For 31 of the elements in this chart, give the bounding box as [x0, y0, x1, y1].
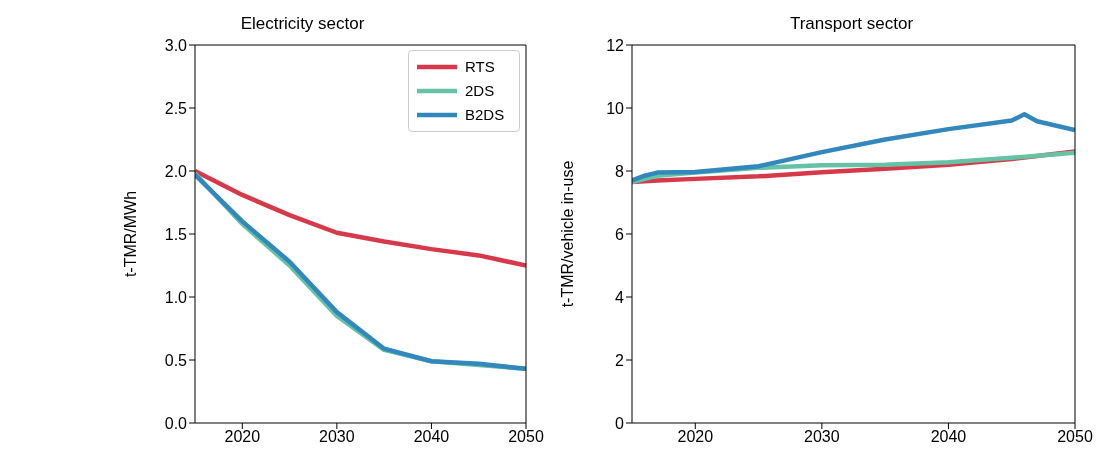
y-tick-label: 10: [606, 99, 625, 117]
legend-label: 2DS: [465, 81, 495, 101]
x-tick-label: 2050: [508, 428, 544, 446]
y-tick-label: 3.0: [164, 36, 188, 54]
y-tick-label: 4: [615, 288, 625, 306]
x-tick-label: 2020: [224, 428, 261, 446]
y-tick-label: 0.0: [164, 414, 188, 432]
x-tick-label: 2030: [804, 428, 840, 446]
x-tick-label: 2050: [1057, 428, 1093, 446]
y-tick-label: 1.0: [164, 288, 188, 306]
y-axis-title: t-TMR/vehicle in-use: [558, 160, 576, 308]
chart-title: Transport sector: [788, 14, 915, 34]
y-axis-title: t-TMR/MWh: [121, 190, 139, 278]
x-tick-label: 2030: [319, 428, 355, 446]
x-tick-label: 2040: [413, 428, 450, 446]
y-tick-label: 2: [615, 351, 625, 369]
line-series: [632, 112, 1075, 183]
chart-title: Electricity sector: [239, 14, 366, 34]
y-tick-label: 12: [606, 36, 625, 54]
y-tick-label: 6: [615, 225, 625, 243]
y-tick-label: 2.0: [164, 162, 188, 180]
y-tick-label: 8: [615, 162, 625, 180]
x-tick-label: 2040: [930, 428, 967, 446]
legend-label: RTS: [465, 57, 495, 77]
x-tick-label: 2020: [677, 428, 714, 446]
line-series: [195, 168, 526, 268]
y-tick-label: 0.5: [164, 351, 188, 369]
y-tick-label: 0: [615, 414, 625, 432]
y-tick-label: 2.5: [164, 99, 188, 117]
legend-label: B2DS: [465, 105, 505, 125]
y-tick-label: 1.5: [164, 225, 188, 243]
